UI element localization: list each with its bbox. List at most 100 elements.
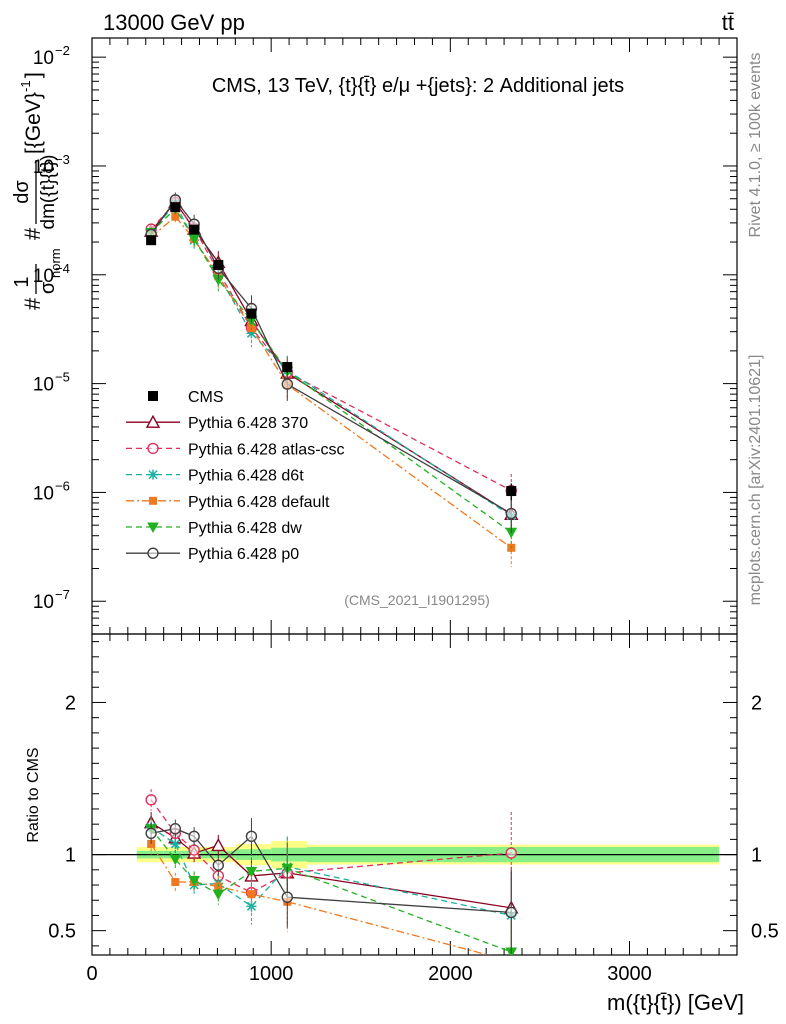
series-point [281,378,293,390]
ylabel-frac2-num: dσ [11,180,33,204]
analysis-id-annotation: (CMS_2021_I1901295) [344,592,490,608]
ratio-series-pythia-6-428-p0 [145,818,517,954]
ratio-point [247,890,256,899]
main-y-tick-label: 10 [33,266,54,287]
data-point [506,486,517,497]
ratio-data-marks [143,789,519,965]
ylabel-frac2-den: dm({t}{t̄}) [38,155,59,230]
ratio-point [281,891,293,903]
main-y-tick-label: 10 [33,483,54,504]
legend-marker [145,414,161,428]
data-point [213,260,224,271]
ratio-y-tick-label-right: 2 [751,692,762,714]
ylabel-frac1-den: σ [37,281,59,294]
legend-item: CMS [148,389,224,406]
x-tick-label: 0 [86,963,97,985]
main-y-tick-exponent: −3 [55,152,70,167]
series-point [171,212,180,221]
legend-item: Pythia 6.428 370 [126,414,308,432]
main-y-tick-exponent: −2 [55,43,70,58]
ratio-series-line [150,822,512,909]
main-y-tick-exponent: −7 [55,587,70,602]
main-data-marks [143,192,519,568]
data-point [146,235,157,246]
main-y-tick-label: 10 [33,375,54,396]
legend-item: Pythia 6.428 d6t [126,468,304,485]
ratio-point [505,847,517,859]
legend-marker [148,469,158,480]
main-panel: 10−710−610−510−410−310−2 CMS, 13 TeV, {t… [11,37,738,635]
header-collision-label: 13000 GeV pp [103,10,245,35]
ratio-point [245,866,258,878]
legend-label: Pythia 6.428 atlas-csc [188,441,345,458]
ratio-point [188,844,200,856]
ratio-series-pythia-6-428-d6t [146,816,517,955]
ratio-point [169,823,182,835]
ratio-point [145,794,157,806]
main-y-tick-label: 10 [33,592,54,613]
x-axis-label: m({t}{t̄}) [GeV] [607,990,744,1015]
legend-marker [147,442,159,455]
legend-label: Pythia 6.428 default [188,494,330,511]
ratio-y-tick-label: 0.5 [48,921,76,943]
series-point [505,507,517,520]
legend-marker [148,391,158,401]
x-tick-label: 1000 [249,963,294,985]
legend-label: Pythia 6.428 p0 [188,546,299,563]
series-pythia-6-428-atlas-csc [145,195,517,510]
ratio-y-tick-label-right: 0.5 [751,921,779,943]
ratio-uncertainty-band [92,840,737,869]
main-x-ticks [91,38,738,634]
ratio-point [188,875,200,887]
legend-marker [147,547,159,559]
ratio-y-tick-label-right: 1 [751,845,762,867]
ratio-frame [91,633,738,956]
data-point [246,308,257,319]
ratio-point [507,957,515,965]
legend-item: Pythia 6.428 dw [126,520,302,537]
ratio-point [171,877,180,886]
main-y-tick-exponent: −5 [55,370,70,385]
data-point [189,224,200,235]
legend: CMS Pythia 6.428 370 Pythia 6.428 atlas-cs… [126,389,345,563]
ratio-point [170,838,181,849]
ylabel-suffix: [{GeV} [22,92,45,154]
legend-marker [149,496,157,505]
ratio-point [212,859,225,871]
ratio-y-tick-label: 2 [65,692,76,714]
main-y-ticks: 10−710−610−510−410−310−2 [33,43,737,635]
x-tick-label: 3000 [607,963,652,985]
ratio-point [212,889,225,901]
ratio-point [188,830,200,843]
ylabel-suffix-end: ] [22,72,45,78]
ylabel-frac1-num: 1 [11,276,33,287]
ratio-panel: 0.5 0.5 1 1 2 2 0 1000 2000 3000 Ratio to CMS m({… [25,633,779,1015]
legend-item: Pythia 6.428 atlas-csc [126,441,345,458]
main-y-tick-label: 10 [33,48,54,69]
mcplots-label: mcplots.cern.ch [arXiv:2401.10621] [747,355,764,606]
ratio-point [505,906,517,919]
series-line [150,198,512,515]
ratio-series-pythia-6-428-370 [143,811,519,949]
main-frame [91,37,738,635]
x-tick-label: 2000 [428,963,473,985]
ratio-y-tick-label: 1 [65,845,76,867]
ratio-y-axis-label: Ratio to CMS [25,747,42,842]
legend-label: Pythia 6.428 dw [188,520,302,537]
main-y-axis-label: # 1 σ norm # dσ dm({t}{t̄}) [{GeV} -1 ] [11,72,63,310]
legend-label: CMS [188,389,224,406]
ylabel-prefix: # [20,297,45,310]
ylabel-suffix-sup: -1 [18,80,33,92]
legend-item: Pythia 6.428 default [126,494,330,511]
ratio-point [245,830,258,843]
legend-marker [147,522,159,534]
main-y-tick-label: 10 [33,157,54,178]
ratio-point [214,882,223,891]
ylabel-frac1-den-sub: norm [48,248,63,278]
ratio-point [211,838,226,852]
main-y-tick-exponent: −4 [55,261,70,276]
ratio-point [169,854,182,866]
series-cms-data [146,202,517,501]
main-y-tick-exponent: −6 [55,478,70,493]
